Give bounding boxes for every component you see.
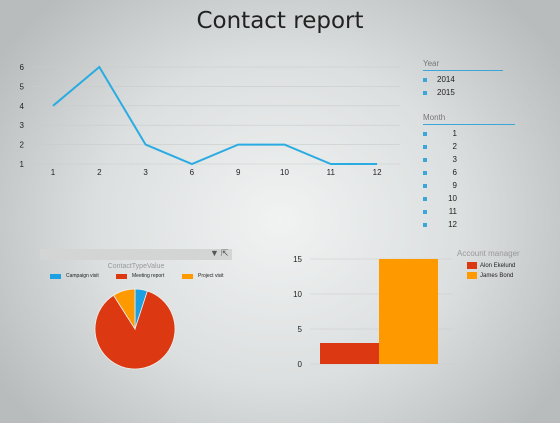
line-chart-x-axis: 1 2 3 6 9 10 11 12 <box>51 168 382 177</box>
line-series[interactable] <box>52 65 378 166</box>
y-tick-label: 6 <box>20 63 25 72</box>
x-tick-label: 10 <box>280 168 289 177</box>
x-tick-label: 9 <box>236 168 241 177</box>
pie-legend-item[interactable]: Project visit <box>182 273 224 279</box>
y-tick-label: 5 <box>20 82 25 91</box>
year-slicer-item[interactable]: 2014 <box>423 73 503 86</box>
y-tick-label: 3 <box>20 121 25 130</box>
year-slicer: Year 2014 2015 <box>423 59 503 99</box>
checkbox-icon[interactable] <box>423 222 427 227</box>
legend-swatch <box>467 272 477 279</box>
pie-visual-header: ▼ ⇱ <box>40 248 232 260</box>
pie-legend-item[interactable]: Meeting report <box>116 273 164 279</box>
year-slicer-item-label: 2014 <box>437 75 455 84</box>
pie-legend-item[interactable]: Campaign visit <box>50 273 99 279</box>
checkbox-icon[interactable] <box>423 183 427 188</box>
bar[interactable] <box>379 259 438 364</box>
pie-slice[interactable] <box>94 290 176 370</box>
bar-legend-label: James Bond <box>480 272 514 279</box>
month-slicer-item[interactable]: 11 <box>423 205 515 218</box>
month-slicer-title: Month <box>423 113 446 122</box>
month-slicer-item-label: 3 <box>452 155 457 164</box>
bar-legend-item[interactable]: Alon Ekelund <box>467 262 515 269</box>
legend-swatch <box>467 262 477 269</box>
bar-chart-bars <box>320 259 438 364</box>
pie-chart[interactable] <box>90 284 180 374</box>
pie-legend-label: Project visit <box>198 273 224 279</box>
x-tick-label: 11 <box>327 168 336 177</box>
checkbox-icon[interactable] <box>423 157 427 162</box>
month-slicer-item[interactable]: 6 <box>423 166 515 179</box>
line-chart-y-axis: 1 2 3 4 5 6 <box>20 63 25 169</box>
year-slicer-divider <box>423 70 503 71</box>
month-slicer-item[interactable]: 3 <box>423 153 515 166</box>
report-title: Contact report <box>196 8 364 34</box>
month-slicer-item[interactable]: 2 <box>423 140 515 153</box>
month-slicer-item-label: 10 <box>448 194 457 203</box>
focus-mode-icon[interactable]: ⇱ <box>221 248 229 258</box>
bar[interactable] <box>320 343 379 364</box>
year-slicer-item[interactable]: 2015 <box>423 86 503 99</box>
pie-legend-title: ContactTypeValue <box>107 263 165 270</box>
checkbox-icon[interactable] <box>423 170 427 175</box>
y-tick-label: 15 <box>293 255 302 264</box>
checkbox-icon[interactable] <box>423 90 427 95</box>
month-slicer-item[interactable]: 12 <box>423 218 515 231</box>
legend-swatch <box>182 273 193 279</box>
x-tick-label: 12 <box>373 168 382 177</box>
legend-swatch <box>116 273 127 279</box>
month-slicer-item[interactable]: 10 <box>423 192 515 205</box>
checkbox-icon[interactable] <box>423 131 427 136</box>
x-tick-label: 3 <box>143 168 148 177</box>
checkbox-icon[interactable] <box>423 209 427 214</box>
line-chart-gridlines <box>32 66 400 165</box>
y-tick-label: 2 <box>20 141 25 150</box>
month-slicer-item-label: 11 <box>448 207 457 216</box>
month-slicer-divider <box>423 124 515 125</box>
pie-legend-label: Campaign visit <box>66 273 99 279</box>
month-slicer-item-label: 1 <box>452 129 457 138</box>
month-slicer-item-label: 2 <box>452 142 457 151</box>
year-slicer-title: Year <box>423 59 440 68</box>
bar-legend-title: Account manager <box>457 249 520 258</box>
legend-swatch <box>50 273 61 279</box>
x-tick-label: 2 <box>97 168 102 177</box>
checkbox-icon[interactable] <box>423 144 427 149</box>
y-tick-label: 10 <box>293 290 302 299</box>
month-slicer-item-label: 9 <box>452 181 457 190</box>
month-slicer: Month 1 2 3 6 9 10 11 12 <box>423 113 515 231</box>
bar-legend-label: Alon Ekelund <box>480 262 516 269</box>
y-tick-label: 1 <box>20 160 25 169</box>
y-tick-label: 4 <box>20 102 25 111</box>
year-slicer-item-label: 2015 <box>437 88 455 97</box>
checkbox-icon[interactable] <box>423 196 427 201</box>
x-tick-label: 1 <box>51 168 56 177</box>
month-slicer-item[interactable]: 1 <box>423 127 515 140</box>
y-tick-label: 0 <box>298 360 303 369</box>
bar-chart-y-axis: 0 5 10 15 <box>293 255 302 369</box>
pie-legend-label: Meeting report <box>132 273 165 279</box>
filter-icon[interactable]: ▼ <box>210 248 219 258</box>
month-slicer-item-label: 6 <box>452 168 457 177</box>
x-tick-label: 6 <box>190 168 195 177</box>
checkbox-icon[interactable] <box>423 77 427 82</box>
month-slicer-item-label: 12 <box>448 220 457 229</box>
y-tick-label: 5 <box>298 325 303 334</box>
pie-slice[interactable] <box>113 288 136 331</box>
month-slicer-item[interactable]: 9 <box>423 179 515 192</box>
bar-legend-item[interactable]: James Bond <box>467 272 513 279</box>
bar-chart[interactable]: 0 5 10 15 <box>280 250 455 375</box>
